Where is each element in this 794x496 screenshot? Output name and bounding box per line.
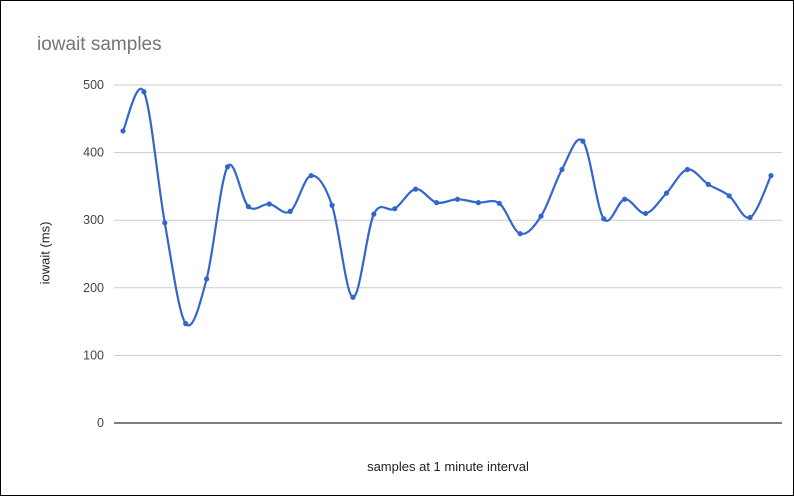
data-point-24 [622,196,628,202]
data-point-7 [266,201,272,207]
data-point-23 [601,216,607,222]
data-point-27 [684,166,690,173]
series-line [121,87,772,327]
data-point-29 [726,193,732,199]
data-point-28 [705,181,711,187]
data-point-13 [392,206,398,212]
y-tick-label-500: 500 [83,78,104,92]
data-point-17 [475,200,481,206]
data-point-30 [747,214,753,221]
data-point-6 [245,204,252,210]
data-point-8 [287,208,293,215]
chart-title: iowait samples [37,34,162,55]
y-tick-label-0: 0 [97,416,104,430]
data-point-3 [183,321,189,327]
y-tick-label-200: 200 [83,281,104,295]
data-point-18 [496,200,502,206]
data-point-4 [204,276,210,282]
data-point-5 [224,164,231,170]
data-point-1 [141,89,147,95]
data-point-21 [559,166,565,173]
data-point-12 [371,211,377,217]
data-point-19 [517,231,523,237]
data-point-0 [120,128,126,134]
data-point-16 [454,196,461,202]
data-point-20 [538,213,544,219]
data-point-15 [433,200,440,206]
y-tick-label-100: 100 [83,348,104,362]
data-point-25 [642,210,649,217]
data-point-31 [768,172,774,179]
data-point-10 [329,202,335,208]
y-tick-label-400: 400 [83,146,104,160]
data-point-9 [308,172,314,179]
data-point-2 [162,220,168,226]
data-point-22 [580,138,586,144]
data-point-14 [413,186,419,192]
x-axis-label: samples at 1 minute interval [367,459,529,474]
data-point-11 [350,294,356,300]
y-tick-label-300: 300 [83,213,104,227]
data-point-26 [663,190,670,196]
